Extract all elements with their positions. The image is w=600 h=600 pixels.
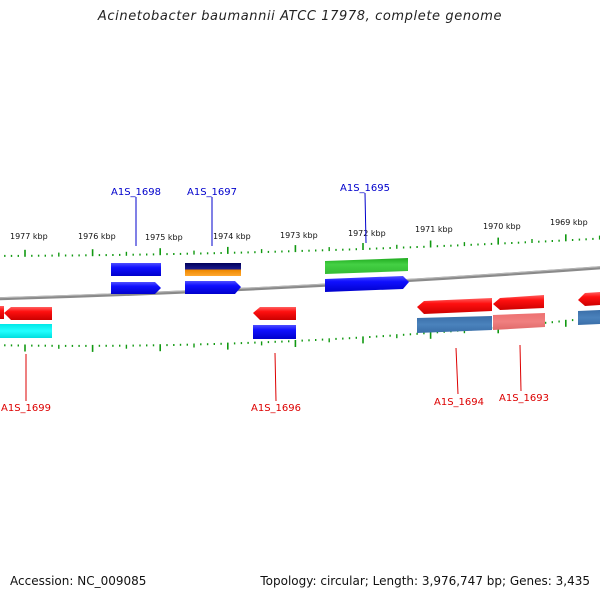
gene-partial-arrow-left[interactable] (0, 306, 4, 319)
kbp-label: 1975 kbp (145, 233, 183, 242)
kbp-scale-labels: 1977 kbp 1976 kbp 1975 kbp 1974 kbp 1973… (10, 218, 588, 242)
leader-lines (25, 192, 522, 402)
gene-a1s-1697-arrow[interactable] (185, 281, 241, 294)
kbp-label: 1977 kbp (10, 232, 48, 241)
gene-a1s-1698-cog-bar[interactable] (111, 263, 161, 276)
map-title: Acinetobacter baumannii ATCC 17978, comp… (97, 9, 503, 24)
gene-a1s-1698-arrow[interactable] (111, 282, 161, 294)
gene-a1s-1696-cog-bar[interactable] (253, 325, 296, 339)
gene-a1s-1695-arrow[interactable] (325, 276, 409, 292)
forward-features (111, 258, 409, 294)
gene-label-a1s-1699[interactable]: A1S_1699 (1, 403, 51, 414)
kbp-label: 1971 kbp (415, 225, 453, 234)
gene-label-a1s-1694[interactable]: A1S_1694 (434, 397, 484, 408)
backbone-highlight (0, 266, 600, 299)
gene-a1s-1697-cog-bar[interactable] (185, 263, 241, 276)
leader-line-a1s-1694 (455, 347, 459, 395)
gene-a1s-1699-cog-bar[interactable] (0, 324, 52, 338)
accession-label: Accession: NC_009085 (10, 574, 147, 588)
gene-a1s-1693-arrow[interactable] (493, 295, 544, 310)
kbp-label: 1974 kbp (213, 232, 251, 241)
gene-label-a1s-1698[interactable]: A1S_1698 (111, 187, 161, 198)
kbp-label: 1969 kbp (550, 218, 588, 227)
gene-partial-arrow-right[interactable] (578, 292, 600, 306)
leader-line-a1s-1695 (364, 192, 367, 244)
gene-partial-cog-right[interactable] (578, 310, 600, 325)
genome-backbone (0, 266, 600, 301)
gene-a1s-1694-arrow[interactable] (417, 298, 492, 314)
gene-label-a1s-1697[interactable]: A1S_1697 (187, 187, 237, 198)
kbp-label: 1970 kbp (483, 222, 521, 231)
kbp-label: 1973 kbp (280, 231, 318, 240)
genome-summary: Topology: circular; Length: 3,976,747 bp… (260, 574, 590, 588)
gene-label-a1s-1696[interactable]: A1S_1696 (251, 403, 301, 414)
kbp-label: 1976 kbp (78, 232, 116, 241)
gene-label-a1s-1693[interactable]: A1S_1693 (499, 393, 549, 404)
gene-a1s-1696-arrow[interactable] (253, 307, 296, 320)
reverse-features (0, 292, 600, 339)
leader-line-a1s-1693 (519, 344, 522, 392)
upper-tick-ring (4, 234, 600, 257)
gene-a1s-1693-cog-bar[interactable] (493, 313, 545, 330)
kbp-label: 1972 kbp (348, 229, 386, 238)
gene-labels: A1S_1698 A1S_1697 A1S_1695 A1S_1699 A1S_… (1, 183, 549, 414)
gene-a1s-1694-cog-bar[interactable] (417, 316, 492, 333)
leader-line-a1s-1696 (274, 352, 277, 402)
gene-a1s-1699-arrow[interactable] (4, 307, 52, 320)
gene-label-a1s-1695[interactable]: A1S_1695 (340, 183, 390, 194)
gene-a1s-1695-cog-bar[interactable] (325, 258, 408, 274)
